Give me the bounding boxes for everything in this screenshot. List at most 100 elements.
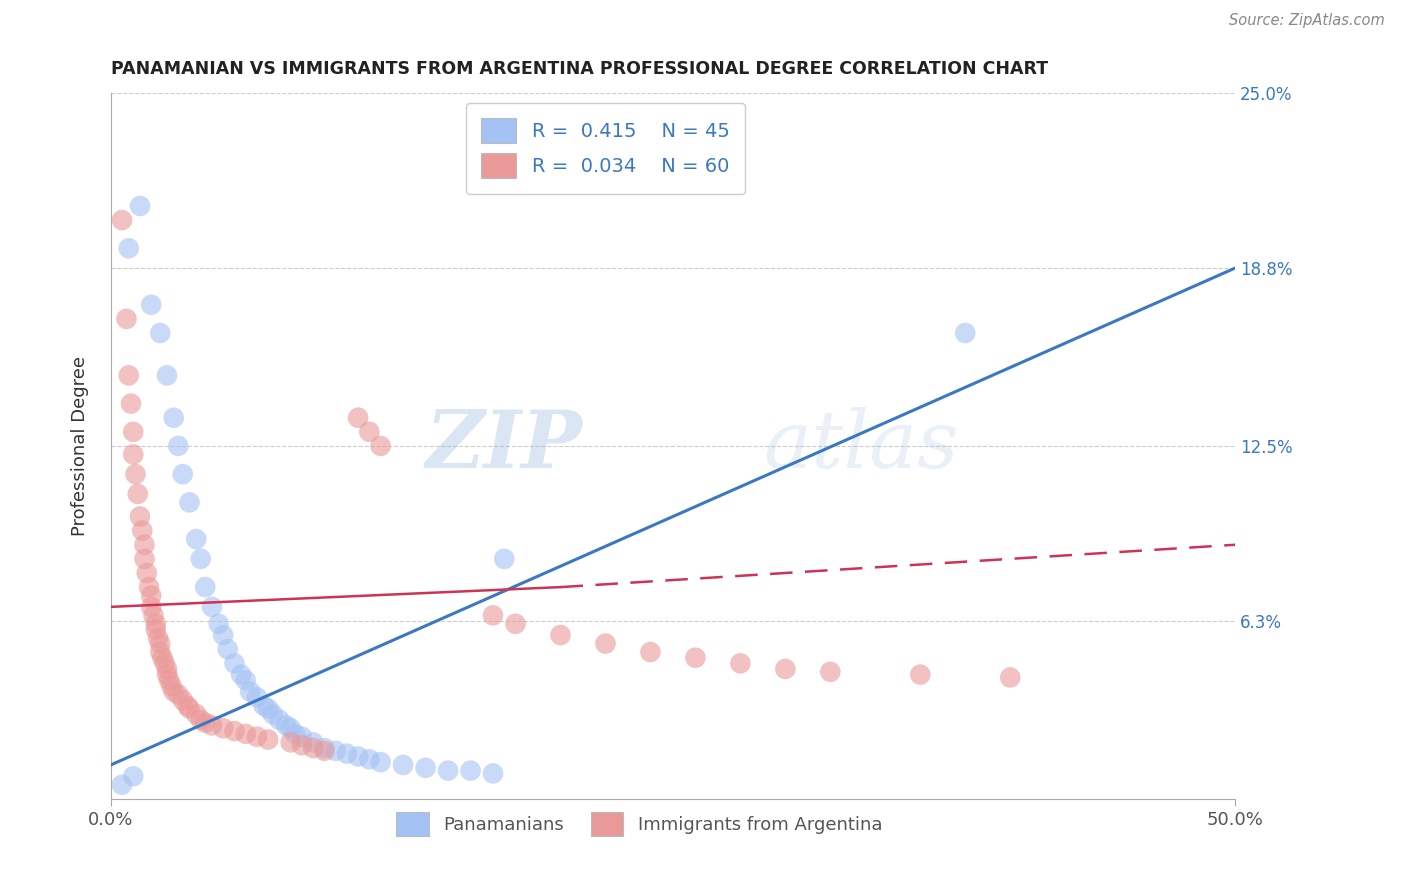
Point — [280, 735, 302, 749]
Point — [730, 657, 752, 671]
Point — [172, 693, 194, 707]
Point — [955, 326, 977, 340]
Point — [167, 439, 190, 453]
Point — [149, 326, 172, 340]
Point — [156, 662, 179, 676]
Point — [224, 657, 246, 671]
Point — [494, 552, 516, 566]
Point — [138, 580, 160, 594]
Point — [186, 707, 208, 722]
Point — [194, 580, 217, 594]
Point — [135, 566, 157, 580]
Point — [482, 766, 505, 780]
Point — [131, 524, 153, 538]
Point — [370, 755, 392, 769]
Point — [179, 495, 201, 509]
Point — [302, 735, 325, 749]
Point — [163, 684, 186, 698]
Point — [152, 650, 174, 665]
Point — [505, 616, 527, 631]
Point — [291, 730, 314, 744]
Point — [172, 467, 194, 482]
Point — [149, 636, 172, 650]
Point — [153, 657, 176, 671]
Point — [595, 636, 617, 650]
Point — [156, 667, 179, 681]
Point — [239, 684, 262, 698]
Point — [291, 738, 314, 752]
Point — [134, 552, 156, 566]
Point — [336, 747, 359, 761]
Point — [325, 744, 347, 758]
Point — [176, 698, 198, 713]
Y-axis label: Professional Degree: Professional Degree — [72, 356, 89, 536]
Point — [141, 599, 163, 614]
Point — [163, 410, 186, 425]
Point — [257, 701, 280, 715]
Text: atlas: atlas — [763, 407, 959, 484]
Point — [201, 599, 224, 614]
Point — [141, 589, 163, 603]
Point — [359, 752, 381, 766]
Point — [820, 665, 842, 679]
Point — [120, 396, 142, 410]
Point — [186, 532, 208, 546]
Point — [111, 778, 134, 792]
Point — [212, 721, 235, 735]
Point — [129, 199, 152, 213]
Point — [910, 667, 932, 681]
Point — [246, 730, 269, 744]
Point — [118, 241, 141, 255]
Point — [262, 707, 284, 722]
Point — [370, 439, 392, 453]
Point — [314, 744, 336, 758]
Point — [157, 673, 180, 688]
Legend: Panamanians, Immigrants from Argentina: Panamanians, Immigrants from Argentina — [389, 805, 890, 843]
Point — [280, 721, 302, 735]
Point — [1000, 670, 1022, 684]
Point — [246, 690, 269, 705]
Point — [437, 764, 460, 778]
Point — [775, 662, 797, 676]
Point — [146, 631, 169, 645]
Point — [276, 718, 298, 732]
Point — [145, 616, 167, 631]
Point — [212, 628, 235, 642]
Point — [124, 467, 146, 482]
Point — [231, 667, 253, 681]
Point — [134, 538, 156, 552]
Point — [149, 645, 172, 659]
Point — [253, 698, 276, 713]
Point — [179, 701, 201, 715]
Point — [190, 552, 212, 566]
Point — [685, 650, 707, 665]
Point — [257, 732, 280, 747]
Point — [190, 713, 212, 727]
Point — [415, 761, 437, 775]
Point — [302, 741, 325, 756]
Point — [115, 312, 138, 326]
Point — [347, 749, 370, 764]
Point — [550, 628, 572, 642]
Point — [111, 213, 134, 227]
Point — [129, 509, 152, 524]
Point — [208, 616, 231, 631]
Text: PANAMANIAN VS IMMIGRANTS FROM ARGENTINA PROFESSIONAL DEGREE CORRELATION CHART: PANAMANIAN VS IMMIGRANTS FROM ARGENTINA … — [111, 60, 1047, 78]
Point — [269, 713, 291, 727]
Point — [460, 764, 482, 778]
Point — [235, 727, 257, 741]
Point — [314, 741, 336, 756]
Point — [118, 368, 141, 383]
Point — [284, 727, 307, 741]
Point — [392, 758, 415, 772]
Point — [160, 679, 183, 693]
Point — [156, 368, 179, 383]
Point — [235, 673, 257, 688]
Point — [201, 718, 224, 732]
Point — [141, 298, 163, 312]
Text: ZIP: ZIP — [426, 407, 583, 484]
Point — [640, 645, 662, 659]
Point — [122, 425, 145, 439]
Point — [122, 447, 145, 461]
Point — [122, 769, 145, 783]
